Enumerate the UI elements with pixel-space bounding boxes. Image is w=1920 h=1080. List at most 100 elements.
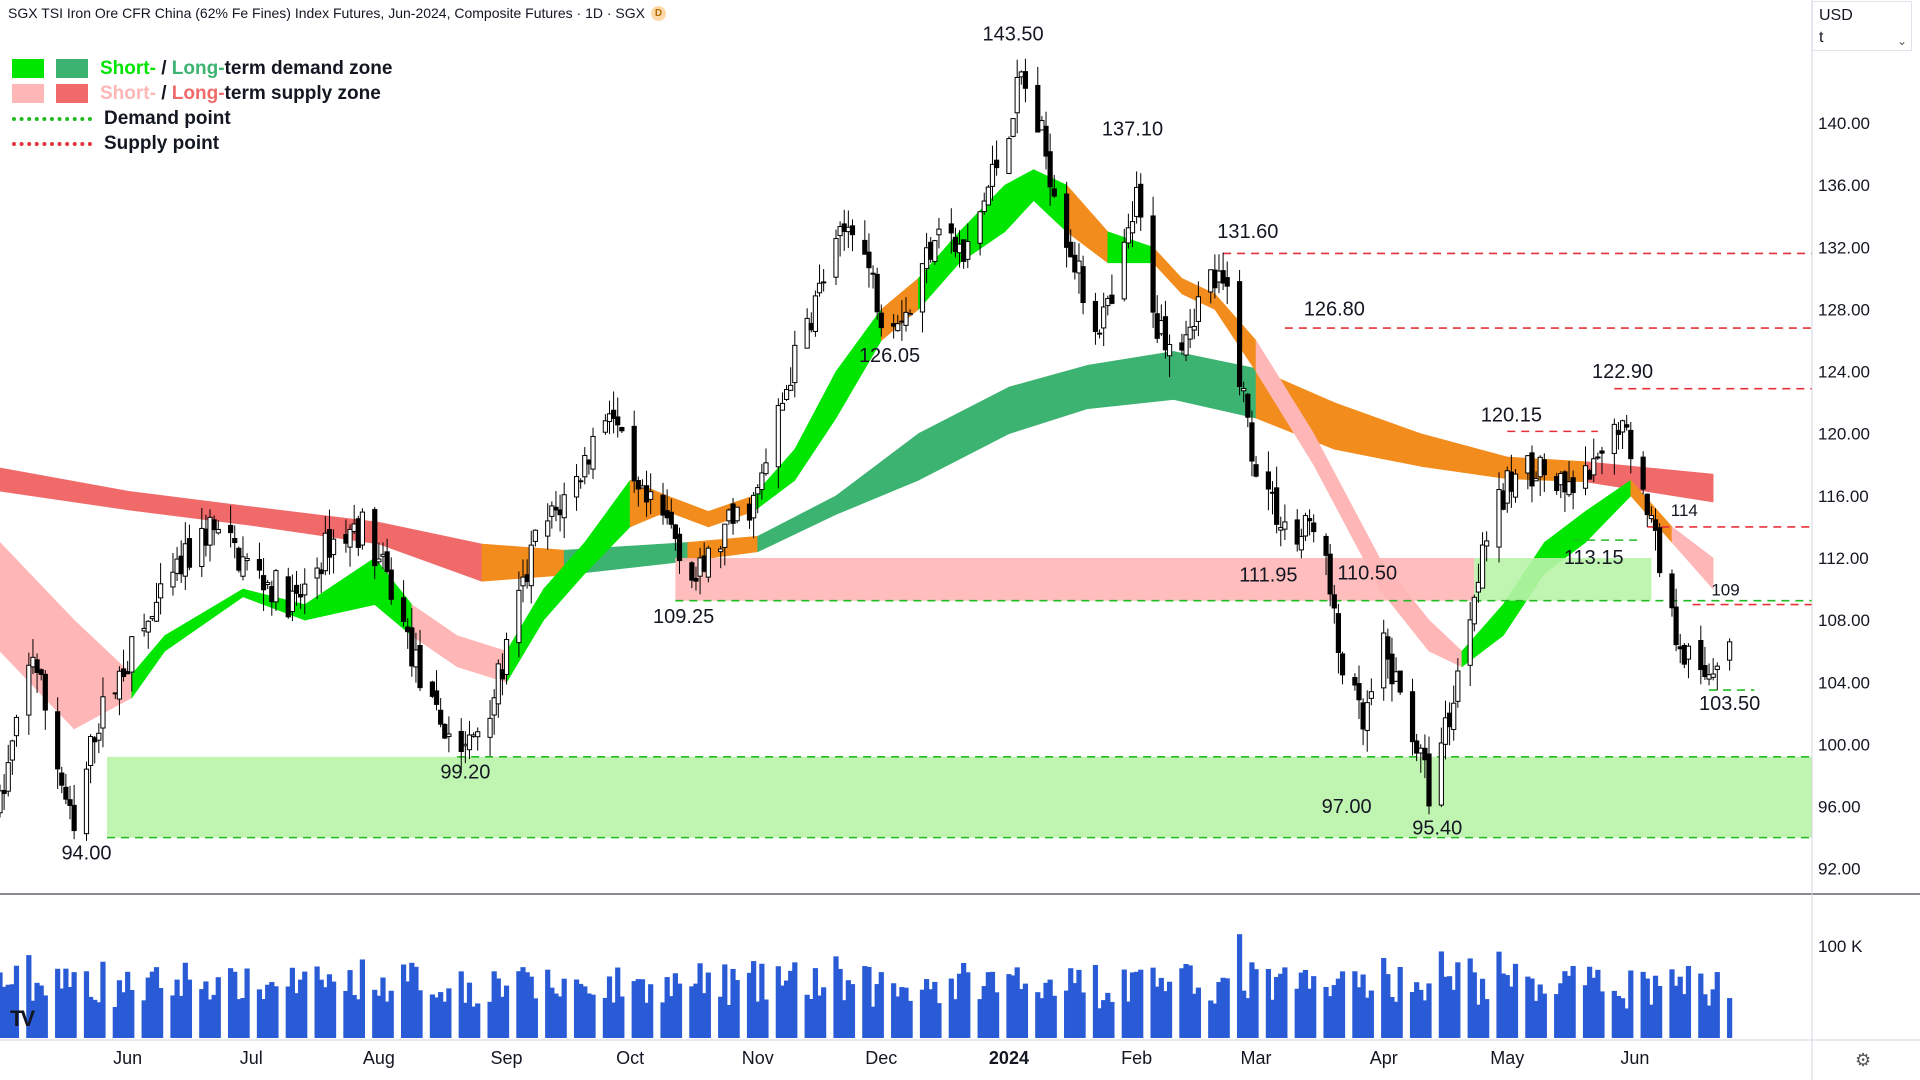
candle-down [1657, 527, 1663, 574]
volume-bar [1426, 983, 1432, 1038]
volume-bar [1364, 997, 1370, 1038]
volume-bar [1339, 971, 1346, 1038]
currency-selector[interactable]: USD t ⌄ [1812, 1, 1912, 51]
volume-bar [672, 973, 678, 1038]
candle-up [1685, 645, 1692, 660]
x-month-label: Oct [616, 1048, 644, 1068]
candle-up [1014, 77, 1020, 114]
volume-bar [1706, 1005, 1712, 1038]
candle-down [1154, 313, 1160, 339]
volume-bar [446, 988, 452, 1038]
tradingview-logo-icon[interactable]: TV [10, 1006, 35, 1031]
volume-bar [302, 971, 308, 1038]
candle-up [1582, 465, 1589, 489]
candle-down [59, 772, 65, 786]
legend-supply-point: Supply point [12, 131, 392, 156]
swatch-short-supply [12, 84, 44, 103]
candle-down [1224, 277, 1230, 287]
candle-down [125, 671, 131, 675]
volume-bar [34, 982, 40, 1038]
candle-up [462, 743, 468, 747]
volume-bar [928, 989, 934, 1038]
candle-down [948, 223, 954, 234]
volume-bar [1714, 972, 1720, 1038]
legend-demand-sep: / [155, 58, 172, 79]
candle-up [783, 389, 790, 400]
candle-down [38, 669, 44, 675]
candle-up [1195, 296, 1201, 322]
volume-bar [351, 995, 357, 1038]
candle-down [67, 799, 73, 806]
volume-bar [590, 994, 596, 1038]
volume-bar [977, 999, 983, 1038]
volume-bar [1006, 974, 1012, 1038]
candle-down [701, 555, 707, 572]
volume-bar [1076, 969, 1082, 1038]
candle-down [343, 534, 349, 544]
candle-down [285, 576, 291, 618]
volume-bar [524, 972, 530, 1038]
volume-bar [417, 990, 423, 1038]
y-tick-label: 132.00 [1818, 238, 1870, 257]
delay-badge[interactable]: D [650, 5, 666, 21]
volume-bar [726, 1004, 732, 1038]
volume-bar [1447, 976, 1453, 1038]
legend-demand-short: Short- [100, 58, 156, 79]
volume-bar [932, 981, 938, 1038]
volume-bar [520, 967, 526, 1038]
volume-bar [343, 990, 349, 1038]
candle-down [1409, 691, 1416, 743]
candle-up [26, 664, 32, 716]
volume-bar [936, 1003, 942, 1038]
price-annotation: 131.60 [1217, 221, 1278, 243]
volume-bar [1681, 994, 1687, 1038]
candle-up [1368, 691, 1374, 699]
candle-down [458, 730, 464, 752]
volume-bar [1162, 991, 1169, 1038]
settings-gear-icon[interactable]: ⚙ [1855, 1050, 1872, 1070]
volume-bar [174, 979, 180, 1038]
candle-down [236, 547, 242, 571]
legend-supply-long: Long- [171, 83, 225, 104]
volume-bar [573, 979, 580, 1038]
volume-bar [55, 968, 61, 1038]
volume-bar [639, 979, 646, 1038]
candle-up [1504, 470, 1510, 504]
volume-bar [870, 1006, 876, 1038]
price-annotation: 126.80 [1304, 299, 1365, 321]
volume-bar [409, 962, 415, 1038]
volume-bar [1068, 968, 1074, 1038]
candle-up [779, 402, 786, 411]
volume-bar [458, 971, 464, 1038]
candle-down [1587, 470, 1593, 480]
price-annotation: 137.10 [1102, 118, 1163, 140]
volume-bar [1183, 964, 1189, 1038]
volume-bar [347, 970, 353, 1038]
candle-up [153, 601, 160, 622]
legend: Short- / Long- term demand zone Short- /… [12, 56, 392, 156]
volume-bar [88, 996, 94, 1038]
candle-up [590, 435, 596, 470]
y-tick-label: 140.00 [1818, 114, 1870, 133]
candle-down [578, 480, 584, 483]
volume-bar [1677, 976, 1683, 1038]
candle-down [952, 236, 959, 253]
candle-up [775, 405, 781, 468]
legend-demand-point-label: Demand point [104, 108, 231, 129]
volume-bar [466, 982, 473, 1038]
volume-bar [804, 994, 810, 1038]
candle-down [1681, 644, 1687, 665]
candle-up [573, 476, 580, 498]
volume-bar [1599, 991, 1605, 1038]
x-month-label: Sep [491, 1048, 523, 1068]
volume-bar [1302, 969, 1309, 1038]
candle-up [1010, 118, 1016, 137]
candle-down [1447, 712, 1453, 728]
y-tick-label: 116.00 [1818, 487, 1869, 506]
volume-bar [158, 988, 164, 1038]
y-tick-label: 92.00 [1818, 860, 1861, 879]
volume-bar [1727, 998, 1733, 1038]
volume-bar [779, 985, 786, 1038]
candle-up [1208, 269, 1214, 293]
